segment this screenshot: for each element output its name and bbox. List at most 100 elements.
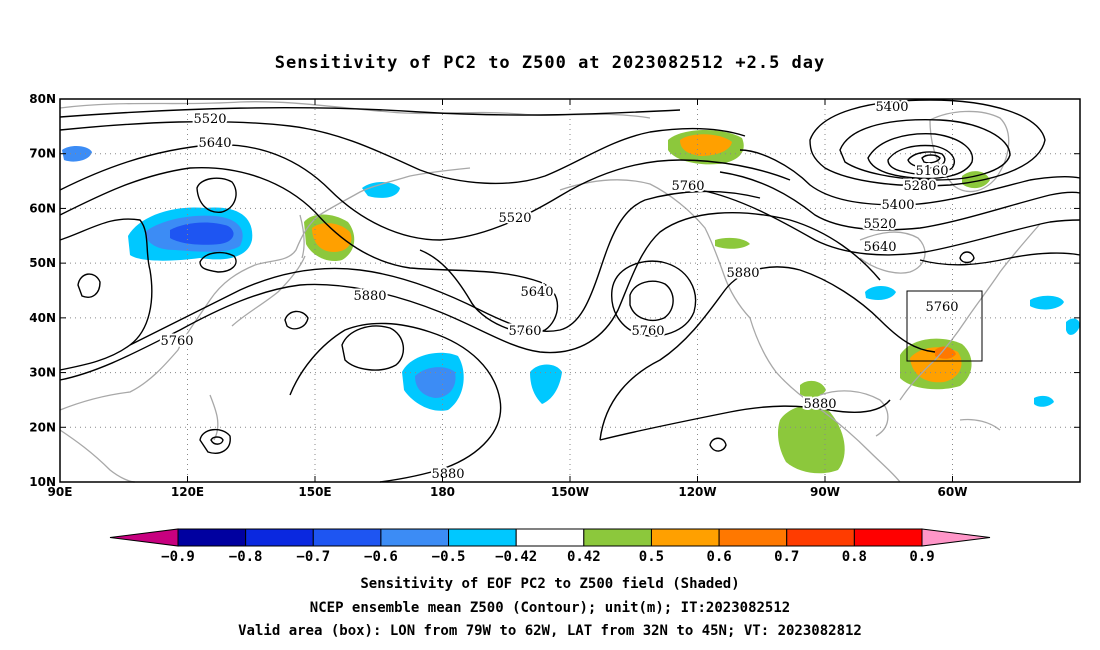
coastline-indochina	[59, 429, 136, 483]
footer-line-1: Sensitivity of EOF PC2 to Z500 field (Sh…	[360, 576, 739, 592]
negative-sensitivity-patch	[865, 286, 896, 300]
colorbar-label: 0.42	[567, 549, 601, 565]
coastline-philippines	[209, 394, 219, 441]
positive-sensitivity-patch	[312, 223, 352, 252]
colorbar-high-triangle	[921, 528, 991, 547]
contour-line	[611, 260, 697, 337]
contour-line	[959, 251, 975, 264]
contour-label: 5760	[508, 324, 541, 339]
contour-label: 5640	[863, 240, 896, 255]
colorbar-swatch	[583, 528, 652, 547]
positive-sensitivity-patch	[935, 346, 956, 359]
lon-tick-label: 120W	[678, 485, 716, 499]
contour-line	[59, 143, 791, 241]
positive-sensitivity-patch	[800, 380, 826, 398]
lat-tick-label: 30N	[29, 366, 56, 380]
contour-label: 5880	[431, 467, 464, 482]
contour-labels: 5520 5640 5520 5760 5640 5760 5760 5880 …	[158, 98, 960, 484]
coastline-east-asia	[59, 167, 471, 411]
colorbar-label: −0.7	[296, 549, 330, 565]
lat-tick-label: 50N	[29, 256, 56, 270]
contour-label: 5520	[193, 112, 226, 127]
negative-sensitivity-patch	[415, 367, 456, 398]
coastline-caribbean	[959, 418, 1001, 431]
contour-line	[629, 280, 674, 322]
contour-line	[839, 118, 1011, 181]
colorbar-swatch	[312, 528, 382, 547]
colorbar-label: −0.6	[364, 549, 398, 565]
colorbar-label: −0.42	[495, 549, 537, 565]
coastline-hudson	[859, 231, 926, 274]
contour-label: 5400	[881, 198, 914, 213]
contour-label: 5880	[803, 397, 836, 412]
colorbar: −0.9 −0.8 −0.7 −0.6 −0.5 −0.42 0.42 0.5 0.6 0.7 0.…	[109, 528, 991, 565]
contour-line	[59, 106, 681, 118]
colorbar-swatch	[650, 528, 720, 547]
lat-tick-label: 10N	[29, 475, 56, 489]
coastline-north-america-west	[749, 317, 901, 483]
latitude-axis: 80N 70N 60N 50N 40N 30N 20N 10N	[29, 92, 1080, 489]
colorbar-swatch	[177, 528, 247, 547]
contour-label: 5160	[915, 164, 948, 179]
z500-contours	[59, 99, 1081, 483]
contour-line	[921, 154, 941, 164]
lon-tick-label: 150E	[298, 485, 331, 499]
colorbar-label: 0.6	[706, 549, 731, 565]
negative-sensitivity-patch	[1066, 318, 1080, 335]
positive-sensitivity-patch	[715, 237, 750, 249]
negative-sensitivity-patch	[530, 364, 562, 404]
contour-line	[59, 166, 559, 334]
contour-label: 5880	[353, 289, 386, 304]
map-gridlines	[60, 99, 1080, 482]
contour-line	[77, 273, 101, 298]
coastline-sakhalin	[299, 214, 305, 259]
contour-label: 5760	[631, 324, 664, 339]
contour-line	[59, 218, 153, 371]
lon-tick-label: 60W	[938, 485, 968, 499]
contour-line	[809, 99, 1046, 187]
contour-line	[196, 177, 237, 213]
colorbar-low-triangle	[109, 528, 179, 547]
contour-line	[284, 310, 309, 330]
figure-title: Sensitivity of PC2 to Z500 at 2023082512…	[275, 53, 826, 73]
contour-label: 5640	[198, 136, 231, 151]
contour-line	[341, 325, 405, 371]
lon-tick-label: 90E	[48, 485, 73, 499]
contour-line	[289, 322, 502, 483]
colorbar-swatch	[448, 528, 517, 547]
positive-sensitivity-patch	[778, 405, 845, 474]
colorbar-label: −0.8	[229, 549, 263, 565]
contour-line	[709, 437, 727, 452]
colorbar-swatch	[853, 528, 923, 547]
positive-sensitivity-patch	[962, 171, 990, 189]
lat-tick-label: 40N	[29, 311, 56, 325]
negative-sensitivity-patch	[362, 182, 400, 198]
contour-label: 5520	[863, 217, 896, 232]
contour-label: 5280	[903, 179, 936, 194]
longitude-axis: 90E 120E 150E 180 150W 120W 90W 60W	[48, 99, 968, 499]
colorbar-swatch	[380, 528, 450, 547]
contour-line	[59, 120, 746, 185]
contour-label: 5760	[160, 334, 193, 349]
contour-label: 5520	[498, 211, 531, 226]
positive-sensitivity-patch	[680, 134, 732, 156]
contour-line	[719, 171, 1081, 231]
coastline-japan	[231, 255, 306, 327]
contour-line	[867, 133, 974, 180]
contour-line	[907, 151, 946, 169]
colorbar-label: −0.9	[161, 549, 195, 565]
contour-line	[919, 252, 1081, 266]
colorbar-label: −0.5	[432, 549, 466, 565]
colorbar-swatch	[786, 528, 855, 547]
contour-line	[129, 190, 761, 346]
negative-sensitivity-patch	[1030, 295, 1064, 310]
contour-line	[599, 266, 936, 441]
negative-sensitivity-patch	[62, 146, 92, 162]
lon-tick-label: 180	[430, 485, 455, 499]
contour-line	[599, 399, 891, 441]
negative-sensitivity-patch	[170, 222, 234, 245]
lon-tick-label: 120E	[171, 485, 204, 499]
contour-label: 5760	[925, 300, 958, 315]
colorbar-label: 0.9	[909, 549, 934, 565]
